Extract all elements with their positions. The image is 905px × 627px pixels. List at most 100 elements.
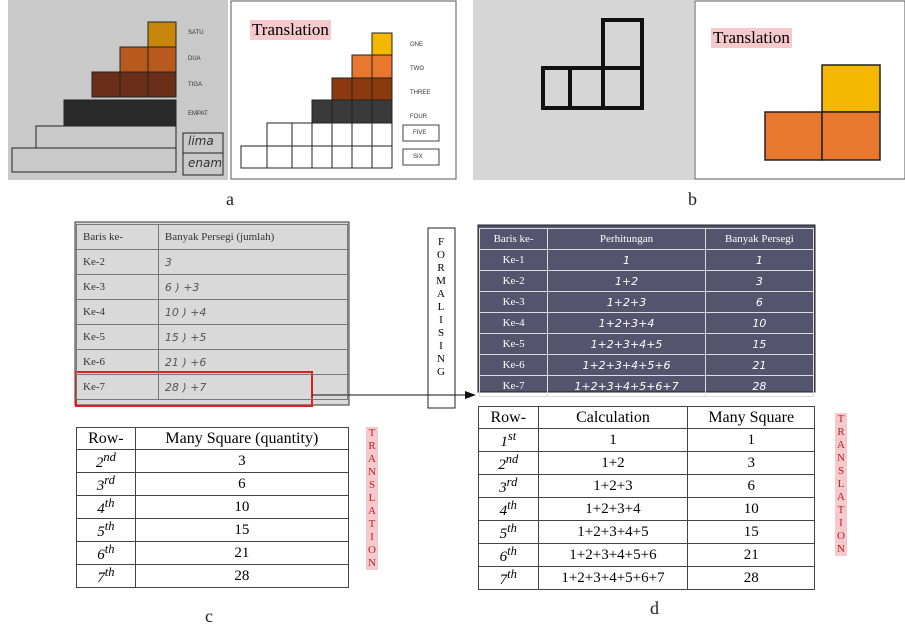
cell: 28: [687, 566, 815, 590]
cell: 21: [704, 354, 815, 376]
cell: Ke-1: [478, 249, 549, 271]
cell: 10 ) +4: [157, 299, 349, 325]
cell: Ke-5: [76, 324, 159, 350]
ordinal-number: 1: [500, 434, 508, 450]
formalising-box: [427, 227, 456, 409]
row-cell: 7th: [76, 564, 136, 588]
cell: 1+2+3+4: [547, 312, 706, 334]
translation-label: FOUR: [410, 114, 427, 120]
cell: 1+2+3+4+5+6: [547, 354, 706, 376]
ordinal-number: 6: [97, 547, 105, 563]
ordinal-number: 3: [499, 480, 507, 496]
row: 6th 21: [76, 541, 350, 565]
row: Ke-3 6 ) +3: [76, 274, 349, 300]
cell: Ke-6: [76, 349, 159, 375]
ordinal-number: 6: [499, 549, 508, 565]
photo-label: SATU: [188, 30, 204, 36]
cell: Ke-3: [76, 274, 159, 300]
row: 7th 1+2+3+4+5+6+7 28: [478, 566, 815, 590]
header-cell: Baris ke-: [76, 224, 159, 250]
row: 2nd 1+2 3: [478, 451, 815, 475]
ordinal-suffix: th: [104, 496, 115, 510]
cell: 1+2+3+4+5+6: [537, 543, 689, 567]
cell: 1: [547, 249, 706, 271]
row-cell: 5th: [478, 520, 539, 544]
cell: 1+2: [547, 270, 706, 292]
arrow-head: [465, 391, 476, 399]
cell: 1+2: [537, 451, 689, 475]
cell: 1+2+3: [537, 474, 689, 498]
row: Ke-1 1 1: [478, 249, 815, 271]
translation-label: TWO: [410, 66, 424, 72]
row-cell: 4th: [478, 497, 539, 521]
row: 5th 1+2+3+4+5 15: [478, 520, 815, 544]
ordinal-suffix: st: [507, 429, 517, 443]
cell: Ke-6: [478, 354, 549, 376]
cell: 15: [704, 333, 815, 355]
translation-label: SIX: [413, 154, 423, 160]
row: Ke-2 1+2 3: [478, 270, 815, 292]
row: Ke-5 15 ) +5: [76, 324, 349, 350]
cell: 28 ) +7: [157, 374, 349, 400]
photo-label: enam: [188, 156, 223, 170]
cell: Ke-3: [478, 291, 549, 313]
cell: 6: [704, 291, 815, 313]
photo-table: Baris ke- Perhitungan Banyak Persegi Ke-1 1 1…: [478, 228, 815, 397]
header-cell: Baris ke-: [478, 228, 549, 250]
row: 3rd 1+2+3 6: [478, 474, 815, 498]
cell: 15 ) +5: [157, 324, 349, 350]
row-cell: 4th: [76, 495, 136, 519]
photo-table: Baris ke- Banyak Persegi (jumlah) Ke-2 3 Ke-…: [76, 224, 349, 400]
cell: 10: [704, 312, 815, 334]
translation-l-shape: [764, 64, 881, 161]
photo-label: TIGA: [188, 82, 203, 88]
ordinal-suffix: rd: [506, 475, 518, 489]
ordinal-suffix: th: [507, 521, 517, 535]
ordinal-number: 5: [97, 524, 105, 540]
cell: 28: [704, 375, 815, 397]
cell: 3: [134, 449, 350, 473]
row: 2nd 3: [76, 449, 350, 473]
photo-l-shape: [541, 18, 644, 110]
row-cell: 6th: [478, 543, 539, 567]
cell: 1+2+3+4+5+6+7: [547, 375, 706, 397]
formalising-label: FORMALISING: [435, 236, 447, 379]
translation-title: Translation: [250, 20, 331, 40]
cell: 1+2+3+4+5: [547, 333, 706, 355]
cell: 10: [687, 497, 815, 521]
cell: 21 ) +6: [157, 349, 349, 375]
cell: 1+2+3+4+5+6+7: [537, 566, 689, 590]
cell: Ke-7: [76, 374, 159, 400]
ordinal-suffix: th: [507, 544, 517, 558]
table: Row- Many Square (quantity) 2nd 3 3rd 6 4th 10 5…: [76, 427, 350, 588]
row-cell: 2nd: [76, 449, 136, 473]
row-cell: 5th: [76, 518, 136, 542]
row: 6th 1+2+3+4+5+6 21: [478, 543, 815, 567]
cell: 3: [687, 451, 815, 475]
table: Row- Calculation Many Square 1st 1 1 2nd 1+2 3 3r…: [478, 406, 815, 590]
ordinal-suffix: th: [507, 498, 517, 512]
row: Ke-7 1+2+3+4+5+6+7 28: [478, 375, 815, 397]
header-cell: Calculation: [537, 406, 689, 429]
ordinal-number: 7: [499, 572, 508, 588]
cell: 6 ) +3: [157, 274, 349, 300]
cell: Ke-2: [478, 270, 549, 292]
translation-stairs: [240, 32, 393, 169]
row: 4th 10: [76, 495, 350, 519]
header-cell: Banyak Persegi (jumlah): [157, 224, 349, 250]
header-cell: Perhitungan: [547, 228, 706, 250]
row: Ke-6 21 ) +6: [76, 349, 349, 375]
cell: 6: [134, 472, 350, 496]
ordinal-number: 3: [96, 478, 105, 494]
row-cell: 3rd: [76, 472, 136, 496]
cell: 6: [687, 474, 815, 498]
header-row: Baris ke- Banyak Persegi (jumlah): [76, 224, 349, 250]
ordinal-suffix: th: [507, 567, 517, 581]
ordinal-suffix: th: [104, 565, 115, 579]
header-cell: Row-: [76, 427, 136, 450]
ordinal-number: 2: [498, 457, 506, 473]
cell: Ke-5: [478, 333, 549, 355]
ordinal-number: 4: [97, 501, 105, 517]
